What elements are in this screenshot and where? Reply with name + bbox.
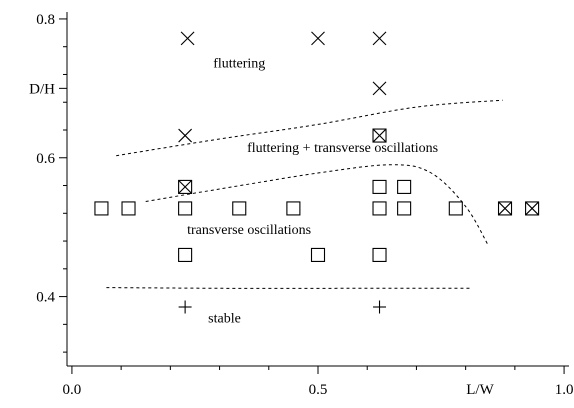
regime-boundary — [116, 99, 503, 157]
axes — [66, 12, 569, 367]
square-marker — [178, 247, 193, 262]
x-tick-label: 0.5 — [309, 382, 328, 398]
square-marker — [372, 201, 387, 216]
annotations: fluttering fluttering + transverse oscill… — [187, 57, 438, 327]
data-marks — [94, 31, 540, 314]
square-marker — [286, 201, 301, 216]
x-tick-label: 1.0 — [555, 382, 574, 398]
x-tick-label: 0.0 — [63, 382, 82, 398]
cross-marker — [311, 31, 325, 46]
square-marker — [310, 247, 326, 262]
region-label: transverse oscillations — [187, 223, 311, 238]
square-marker — [178, 201, 193, 216]
square-marker — [397, 201, 412, 216]
regime-boundary — [106, 287, 471, 289]
regime-boundary — [145, 164, 489, 245]
square-marker — [232, 201, 247, 216]
boxed-cross-marker — [178, 179, 193, 194]
y-axis-label: D/H — [29, 81, 55, 97]
square-marker — [94, 201, 109, 216]
plus-marker — [373, 300, 387, 314]
cross-marker — [180, 31, 195, 46]
y-tick-label: 0.6 — [36, 151, 55, 167]
boxed-cross-marker — [372, 128, 387, 143]
boxed-cross-marker — [525, 201, 540, 216]
square-marker — [372, 247, 387, 262]
cross-marker — [178, 128, 193, 143]
region-label: fluttering — [213, 57, 265, 72]
boxed-cross-marker — [497, 201, 513, 216]
ticks: 0.0 0.5 1.0 0.4 0.6 0.8 D/H — [29, 12, 573, 398]
square-marker — [397, 179, 412, 194]
y-tick-label: 0.8 — [36, 12, 55, 28]
region-label: fluttering + transverse oscillations — [247, 141, 438, 156]
square-marker — [121, 201, 136, 216]
cross-marker — [372, 31, 387, 46]
square-marker — [372, 179, 387, 194]
region-label: stable — [208, 311, 241, 326]
square-marker — [448, 201, 463, 216]
cross-marker — [372, 81, 387, 96]
y-tick-label: 0.4 — [36, 290, 55, 306]
boundaries — [106, 99, 503, 289]
plus-marker — [178, 300, 192, 314]
x-axis-label: L/W — [466, 382, 494, 398]
